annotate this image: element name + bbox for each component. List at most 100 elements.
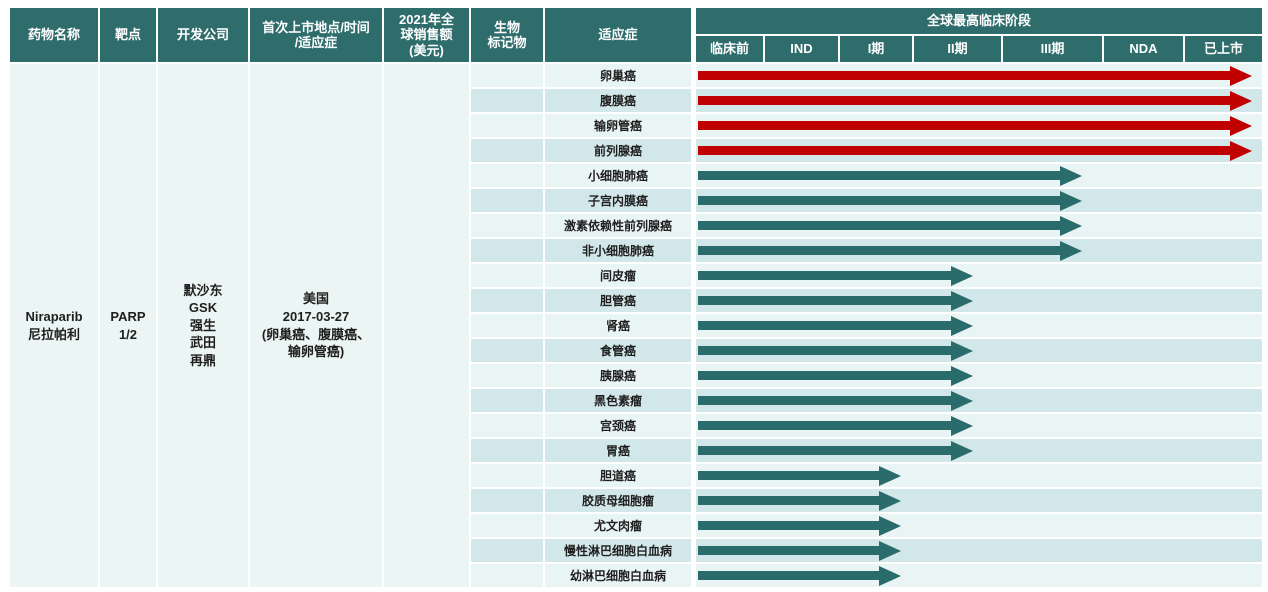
indication-label: 胃癌 xyxy=(605,444,630,458)
indication-row-bg xyxy=(545,539,691,562)
biomarker-row-bg xyxy=(471,239,543,262)
stage-arrow-head xyxy=(951,265,973,286)
biomarker-row-bg xyxy=(471,414,543,437)
stage-row-bg xyxy=(696,564,1262,587)
biomarker-row-bg xyxy=(471,564,543,587)
indication-label: 子宫内膜癌 xyxy=(587,194,648,208)
biomarker-row-bg xyxy=(471,514,543,537)
indication-label: 胰腺癌 xyxy=(599,369,636,383)
biomarker-row-bg xyxy=(471,489,543,512)
indication-label: 前列腺癌 xyxy=(593,144,642,158)
stage-arrow-shaft xyxy=(698,321,951,330)
indication-label: 黑色素瘤 xyxy=(593,394,642,408)
drug-pipeline-table: 药物名称 靶点 开发公司 首次上市地点/时间 /适应症 2021年全 球销售额 … xyxy=(10,8,1262,587)
stage-arrow-shaft xyxy=(698,471,879,480)
stage-arrow-head xyxy=(1060,190,1082,211)
indication-label: 胆道癌 xyxy=(599,469,636,483)
header-stage-ind: IND xyxy=(765,36,838,62)
stage-row-bg xyxy=(696,264,1262,287)
indication-row-bg xyxy=(545,514,691,537)
stage-arrow-shaft xyxy=(698,521,879,530)
stage-arrow-head xyxy=(951,440,973,461)
stage-arrow-head xyxy=(1230,90,1252,111)
indication-label: 输卵管癌 xyxy=(593,119,642,133)
header-stage-phase1: I期 xyxy=(840,36,912,62)
stage-arrow-head xyxy=(879,515,901,536)
stage-arrow-head xyxy=(879,490,901,511)
stage-arrow-shaft xyxy=(698,421,951,430)
stage-arrow-head xyxy=(1060,165,1082,186)
stage-arrow-shaft xyxy=(698,121,1230,130)
stage-arrow-shaft xyxy=(698,246,1060,255)
indication-label: 慢性淋巴细胞白血病 xyxy=(563,544,672,558)
stage-arrow-shaft xyxy=(698,171,1060,180)
stage-arrow-shaft xyxy=(698,221,1060,230)
indication-row-bg xyxy=(545,89,691,112)
stage-arrow-head xyxy=(879,540,901,561)
indication-row-bg xyxy=(545,264,691,287)
biomarker-row-bg xyxy=(471,364,543,387)
header-developer: 开发公司 xyxy=(158,8,248,62)
stage-row-bg xyxy=(696,289,1262,312)
stage-arrow-shaft xyxy=(698,571,879,580)
header-first-launch: 首次上市地点/时间 /适应症 xyxy=(250,8,382,62)
developer-cell: 默沙东 GSK 强生 武田 再鼎 xyxy=(158,64,248,587)
indication-row-bg xyxy=(545,464,691,487)
header-drug-name: 药物名称 xyxy=(10,8,98,62)
stage-arrow-shaft xyxy=(698,546,879,555)
biomarker-row-bg xyxy=(471,89,543,112)
stage-arrow-shaft xyxy=(698,196,1060,205)
indication-row-bg xyxy=(545,289,691,312)
indication-label: 食管癌 xyxy=(599,344,636,358)
stage-arrow-head xyxy=(951,315,973,336)
stage-row-bg xyxy=(696,464,1262,487)
stage-arrow-head xyxy=(1230,65,1252,86)
indication-label: 激素依赖性前列腺癌 xyxy=(563,219,672,233)
header-stage-preclinical: 临床前 xyxy=(696,36,763,62)
sales-cell xyxy=(384,64,469,587)
indication-label: 非小细胞肺癌 xyxy=(581,244,654,258)
stage-row-bg xyxy=(696,539,1262,562)
biomarker-row-bg xyxy=(471,214,543,237)
header-indication: 适应症 xyxy=(545,8,691,62)
header-target: 靶点 xyxy=(100,8,156,62)
biomarker-row-bg xyxy=(471,114,543,137)
stage-arrow-shaft xyxy=(698,496,879,505)
indication-row-bg xyxy=(545,239,691,262)
indication-row-bg xyxy=(545,439,691,462)
indication-row-bg xyxy=(545,114,691,137)
stage-arrow-head xyxy=(951,290,973,311)
header-stage-group: 全球最高临床阶段 xyxy=(696,8,1262,34)
stage-arrow-head xyxy=(951,415,973,436)
biomarker-row-bg xyxy=(471,189,543,212)
stage-row-bg xyxy=(696,414,1262,437)
stage-row-bg xyxy=(696,364,1262,387)
stage-arrow-shaft xyxy=(698,296,951,305)
indication-row-bg xyxy=(545,189,691,212)
indication-label: 间皮瘤 xyxy=(599,269,636,283)
stage-arrow-shaft xyxy=(698,71,1230,80)
indication-row-bg xyxy=(545,414,691,437)
biomarker-row-bg xyxy=(471,314,543,337)
indication-label: 腹膜癌 xyxy=(599,94,636,108)
biomarker-row-bg xyxy=(471,289,543,312)
stage-arrow-shaft xyxy=(698,96,1230,105)
stage-arrow-head xyxy=(1230,115,1252,136)
stage-arrow-shaft xyxy=(698,446,951,455)
stage-row-bg xyxy=(696,489,1262,512)
stage-row-bg xyxy=(696,389,1262,412)
stage-row-bg xyxy=(696,339,1262,362)
indication-row-bg xyxy=(545,64,691,87)
biomarker-row-bg xyxy=(471,164,543,187)
header-stage-phase2: II期 xyxy=(914,36,1001,62)
indication-row-bg xyxy=(545,364,691,387)
first-launch-cell: 美国 2017-03-27 (卵巢癌、腹膜癌、 输卵管癌) xyxy=(250,64,382,587)
stage-row-bg xyxy=(696,314,1262,337)
indication-row-bg xyxy=(545,489,691,512)
indication-row-bg xyxy=(545,564,691,587)
indication-label: 胶质母细胞瘤 xyxy=(581,494,654,508)
stage-arrow-head xyxy=(1060,240,1082,261)
stage-arrow-shaft xyxy=(698,146,1230,155)
indication-row-bg xyxy=(545,214,691,237)
